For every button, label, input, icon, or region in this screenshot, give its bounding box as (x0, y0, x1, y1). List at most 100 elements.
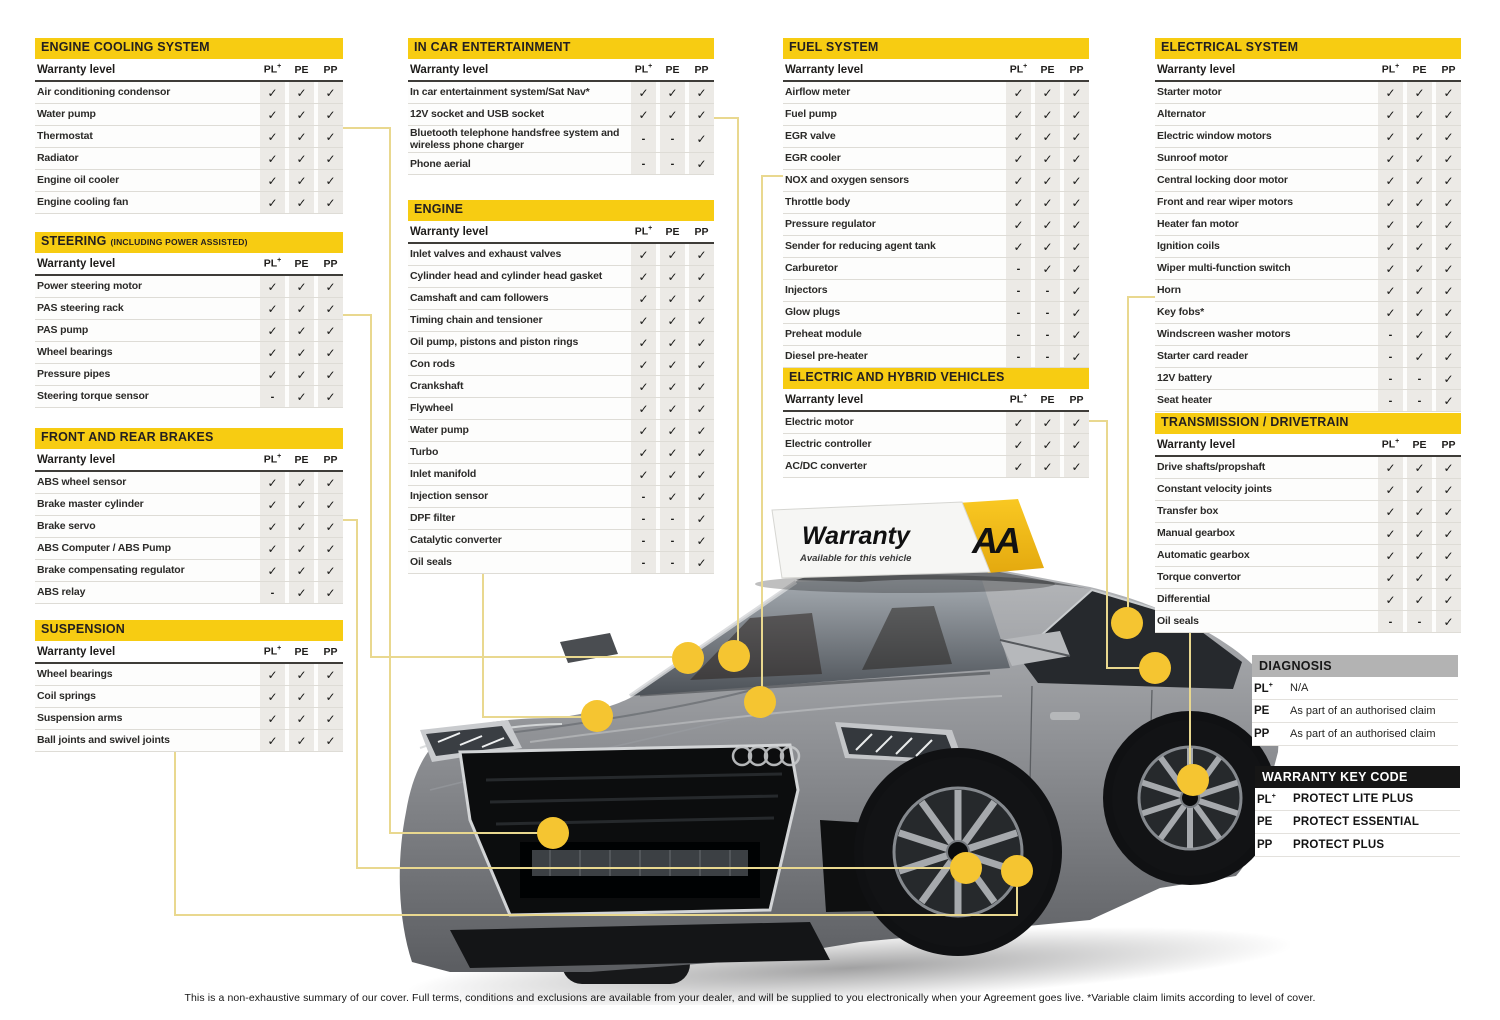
warranty-mark: ✓ (318, 582, 343, 603)
level-column-label: PE (1040, 63, 1055, 76)
level-column-label: PE (294, 645, 309, 658)
warranty-mark: ✓ (1407, 104, 1432, 125)
table-row: Ignition coils ✓ ✓ ✓ (1155, 236, 1461, 258)
warranty-mark: ✓ (660, 266, 685, 287)
level-column-label: PP (323, 453, 338, 466)
table-row: Timing chain and tensioner ✓ ✓ ✓ (408, 310, 714, 332)
warranty-mark: ✓ (1378, 302, 1403, 323)
warranty-mark: ✓ (318, 342, 343, 363)
table-row: Seat heater - - ✓ (1155, 390, 1461, 412)
table-title-text: IN CAR ENTERTAINMENT (414, 40, 571, 54)
table-row: Engine oil cooler ✓ ✓ ✓ (35, 170, 343, 192)
warranty-mark: ✓ (318, 730, 343, 751)
table-title-text: FRONT AND REAR BRAKES (41, 430, 214, 444)
warranty-mark: - (1407, 611, 1432, 632)
warranty-mark: - (1006, 258, 1031, 279)
component-label: Engine cooling fan (37, 196, 129, 209)
warranty-mark: ✓ (689, 82, 714, 103)
warranty-mark: - (631, 486, 656, 507)
warranty-mark: ✓ (289, 494, 314, 515)
car-ground-shadow (405, 926, 1290, 1005)
warranty-mark: - (1006, 346, 1031, 367)
level-description: As part of an authorised claim (1290, 705, 1436, 717)
level-column-label: PE (665, 225, 680, 238)
component-label: Pressure pipes (37, 368, 111, 381)
table-row: Water pump ✓ ✓ ✓ (35, 104, 343, 126)
warranty-mark: ✓ (1407, 302, 1432, 323)
table-row: Catalytic converter - - ✓ (408, 530, 714, 552)
warranty-level-label: Warranty level (1157, 438, 1236, 451)
table-steering: STEERING (INCLUDING POWER ASSISTED) Warran… (35, 232, 343, 408)
component-label: Engine oil cooler (37, 174, 120, 187)
component-label: Inlet valves and exhaust valves (410, 248, 562, 261)
level-column-label: PL+ (1009, 63, 1028, 76)
component-label: Throttle body (785, 196, 851, 209)
warranty-mark: - (631, 153, 656, 175)
component-label: 12V socket and USB socket (410, 108, 544, 121)
component-label: Glow plugs (785, 306, 841, 319)
warranty-mark: ✓ (1407, 82, 1432, 103)
component-label: Central locking door motor (1157, 174, 1288, 187)
level-column-label: PE (294, 257, 309, 270)
warranty-mark: ✓ (1064, 412, 1089, 433)
warranty-mark: ✓ (1407, 170, 1432, 191)
warranty-mark: ✓ (1378, 258, 1403, 279)
warranty-mark: ✓ (1378, 82, 1403, 103)
warranty-mark: ✓ (1436, 280, 1461, 301)
table-title: ELECTRIC AND HYBRID VEHICLES (783, 368, 1089, 389)
warranty-mark: ✓ (1407, 346, 1432, 367)
level-description: PROTECT LITE PLUS (1293, 793, 1414, 805)
warranty-mark: ✓ (1436, 104, 1461, 125)
warranty-mark: ✓ (689, 442, 714, 463)
column-header-row: Warranty level PL+ PE PP (35, 59, 343, 82)
table-row: Power steering motor ✓ ✓ ✓ (35, 276, 343, 298)
component-label: Windscreen washer motors (1157, 328, 1291, 341)
warranty-mark: ✓ (1378, 214, 1403, 235)
component-label: Drive shafts/propshaft (1157, 461, 1266, 474)
component-label: Oil pump, pistons and piston rings (410, 336, 579, 349)
warranty-mark: ✓ (1436, 567, 1461, 588)
warranty-mark: ✓ (260, 170, 285, 191)
table-title-text: ENGINE (414, 202, 464, 216)
warranty-mark: - (1035, 346, 1060, 367)
warranty-mark: ✓ (631, 310, 656, 331)
warranty-mark: ✓ (318, 538, 343, 559)
warranty-mark: ✓ (260, 82, 285, 103)
warranty-mark: ✓ (1064, 214, 1089, 235)
warranty-mark: ✓ (289, 472, 314, 493)
warranty-mark: ✓ (631, 266, 656, 287)
warranty-mark: ✓ (631, 420, 656, 441)
warranty-mark: ✓ (289, 364, 314, 385)
column-header-row: Warranty level PL+ PE PP (1155, 434, 1461, 457)
component-label: Brake master cylinder (37, 498, 144, 511)
warranty-mark: ✓ (260, 538, 285, 559)
component-label: Electric window motors (1157, 130, 1272, 143)
warranty-mark: ✓ (1035, 170, 1060, 191)
table-row: Turbo ✓ ✓ ✓ (408, 442, 714, 464)
warranty-mark: - (1407, 368, 1432, 389)
warranty-mark: ✓ (1064, 236, 1089, 257)
warranty-mark: ✓ (1035, 434, 1060, 455)
warranty-mark: ✓ (289, 126, 314, 147)
table-row: Drive shafts/propshaft ✓ ✓ ✓ (1155, 457, 1461, 479)
warranty-level-label: Warranty level (410, 63, 489, 76)
table-row: Differential ✓ ✓ ✓ (1155, 589, 1461, 611)
table-row: Front and rear wiper motors ✓ ✓ ✓ (1155, 192, 1461, 214)
warranty-mark: ✓ (1436, 82, 1461, 103)
warranty-mark: ✓ (1436, 346, 1461, 367)
table-row: Crankshaft ✓ ✓ ✓ (408, 376, 714, 398)
component-label: Water pump (410, 424, 469, 437)
warranty-mark: ✓ (1407, 545, 1432, 566)
component-label: Oil seals (1157, 615, 1199, 628)
warranty-mark: ✓ (1006, 434, 1031, 455)
table-row: Cylinder head and cylinder head gasket ✓ ✓… (408, 266, 714, 288)
table-row: PAS pump ✓ ✓ ✓ (35, 320, 343, 342)
warranty-mark: - (1378, 346, 1403, 367)
table-row: Water pump ✓ ✓ ✓ (408, 420, 714, 442)
table-row: Diesel pre-heater - - ✓ (783, 346, 1089, 368)
bumper-lip (450, 922, 830, 968)
table-row: Carburetor - ✓ ✓ (783, 258, 1089, 280)
warranty-mark: ✓ (1035, 82, 1060, 103)
table-row: Wheel bearings ✓ ✓ ✓ (35, 342, 343, 364)
warranty-mark: ✓ (1407, 589, 1432, 610)
